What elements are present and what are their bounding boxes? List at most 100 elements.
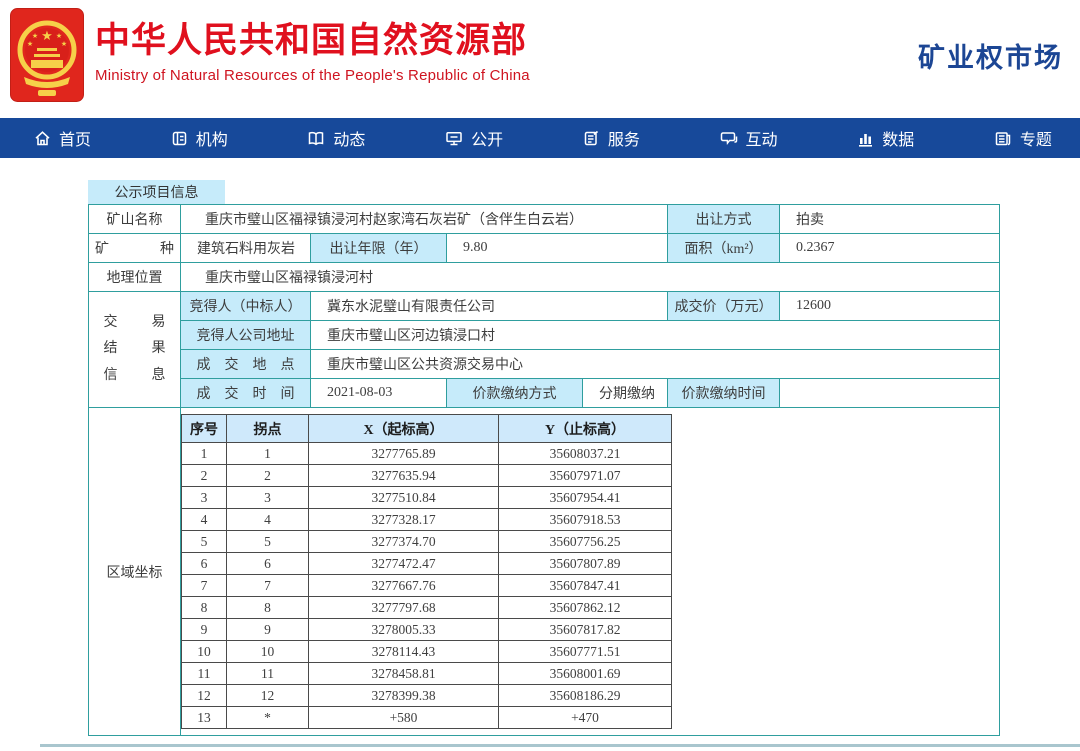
deal-place-row: 成 交 地 点 重庆市璧山区公共资源交易中心 <box>89 349 1000 379</box>
coord-header-index: 序号 <box>181 414 227 443</box>
svg-text:★: ★ <box>41 28 53 43</box>
deal-place-label-cell: 成 交 地 点 <box>180 349 311 379</box>
nav-item-interaction[interactable]: 互动 <box>720 126 778 150</box>
nav-item-label: 互动 <box>745 132 778 149</box>
service-clipboard-icon <box>583 130 600 147</box>
coordinate-cell: 3277374.70 <box>308 530 499 553</box>
coordinate-cell: 12 <box>181 684 227 707</box>
coordinate-cell: +470 <box>498 706 672 729</box>
coord-header-point: 拐点 <box>226 414 309 443</box>
tab-public-project-info[interactable]: 公示项目信息 <box>88 180 225 204</box>
coordinate-cell: 8 <box>226 596 309 619</box>
area-value-cell: 0.2367 <box>779 233 1000 263</box>
location-value-cell: 重庆市璧山区福禄镇浸河村 <box>180 262 1000 292</box>
coordinate-cell: 3277765.89 <box>308 442 499 465</box>
nav-item-data[interactable]: 数据 <box>857 126 914 150</box>
coordinate-cell: 35607918.53 <box>498 508 672 531</box>
transfer-years-value-cell: 9.80 <box>446 233 668 263</box>
org-title-en: Ministry of Natural Resources of the Peo… <box>95 67 530 84</box>
coordinate-cell: 35607862.12 <box>498 596 672 619</box>
nav-item-label: 服务 <box>607 132 640 149</box>
coordinate-cell: 35607817.82 <box>498 618 672 641</box>
payment-method-value-cell: 分期缴纳 <box>582 378 668 408</box>
coordinate-cell: 6 <box>181 552 227 575</box>
coordinate-cell: 11 <box>181 662 227 685</box>
coordinate-cell: 5 <box>226 530 309 553</box>
site-section-title: 矿业权市场 <box>918 43 1063 73</box>
coordinate-cell: 35607971.07 <box>498 464 672 487</box>
coordinate-cell: 4 <box>226 508 309 531</box>
mine-name-label-cell: 矿山名称 <box>88 204 181 234</box>
coordinates-header-row: 序号 拐点 X（起标高） Y（止标高） <box>181 414 672 443</box>
content: 公示项目信息 矿山名称 重庆市璧山区福禄镇浸河村赵家湾石灰岩矿（含伴生白云岩） … <box>88 180 1000 736</box>
mine-name-row: 矿山名称 重庆市璧山区福禄镇浸河村赵家湾石灰岩矿（含伴生白云岩） 出让方式 拍卖 <box>88 204 1000 234</box>
coordinate-cell: 11 <box>226 662 309 685</box>
svg-text:★: ★ <box>32 32 38 40</box>
location-row: 地理位置 重庆市璧山区福禄镇浸河村 <box>88 262 1000 292</box>
coord-header-x: X（起标高） <box>308 414 499 443</box>
coordinates-section-cell: 区域坐标 <box>88 407 181 736</box>
org-title-cn: 中华人民共和国自然资源部 <box>95 21 528 60</box>
svg-text:★: ★ <box>61 40 67 48</box>
coord-header-y: Y（止标高） <box>498 414 672 443</box>
nav-item-disclosure[interactable]: 公开 <box>445 126 503 150</box>
mine-name-value-cell: 重庆市璧山区福禄镇浸河村赵家湾石灰岩矿（含伴生白云岩） <box>180 204 668 234</box>
mineral-row: 矿 种 建筑石料用灰岩 出让年限（年） 9.80 面积（km²） 0.2367 <box>88 233 1000 263</box>
coordinate-cell: 9 <box>226 618 309 641</box>
coordinate-row: 7 7 3277667.76 35607847.41 <box>181 574 672 597</box>
mineral-value-cell: 建筑石料用灰岩 <box>180 233 311 263</box>
coordinate-cell: 3277510.84 <box>308 486 499 509</box>
main-nav: 首页 机构 动态 公开 服务 互动 数据 专题 <box>0 118 1080 158</box>
mineral-label-cell: 矿 种 <box>88 233 181 263</box>
winner-address-value-cell: 重庆市璧山区河边镇浸口村 <box>310 320 1000 350</box>
payment-time-label-cell: 价款缴纳时间 <box>667 378 780 408</box>
nav-item-organization[interactable]: 机构 <box>171 126 228 150</box>
coordinate-cell: 7 <box>181 574 227 597</box>
org-titles: 中华人民共和国自然资源部 Ministry of Natural Resourc… <box>95 20 530 84</box>
transfer-mode-label-cell: 出让方式 <box>667 204 780 234</box>
coordinate-row: 12 12 3278399.38 35608186.29 <box>181 684 672 707</box>
location-label-cell: 地理位置 <box>88 262 181 292</box>
coordinate-cell: 35608037.21 <box>498 442 672 465</box>
coordinate-cell: 3278458.81 <box>308 662 499 685</box>
transaction-section-cell: 交 易 结 果 信 息 <box>88 291 181 408</box>
coordinate-cell: 10 <box>226 640 309 663</box>
coordinate-row: 6 6 3277472.47 35607807.89 <box>181 552 672 575</box>
coordinate-cell: 12 <box>226 684 309 707</box>
coordinate-cell: 35607807.89 <box>498 552 672 575</box>
deal-time-value-cell: 2021-08-03 <box>310 378 447 408</box>
coordinates-host-cell: 序号 拐点 X（起标高） Y（止标高） 1 1 3277765.89 35608037… <box>180 407 1000 736</box>
coordinate-cell: 3277328.17 <box>308 508 499 531</box>
nav-item-news[interactable]: 动态 <box>307 126 365 150</box>
coordinate-row: 11 11 3278458.81 35608001.69 <box>181 662 672 685</box>
coordinate-row: 1 1 3277765.89 35608037.21 <box>181 442 672 465</box>
bottom-divider <box>40 744 1080 747</box>
coordinate-cell: * <box>226 706 309 729</box>
coordinate-row: 4 4 3277328.17 35607918.53 <box>181 508 672 531</box>
coordinate-cell: 35608001.69 <box>498 662 672 685</box>
coordinate-cell: 6 <box>226 552 309 575</box>
nav-item-home[interactable]: 首页 <box>34 126 91 150</box>
nav-item-service[interactable]: 服务 <box>583 126 640 150</box>
interaction-chat-icon <box>720 130 738 147</box>
nav-item-topics[interactable]: 专题 <box>994 126 1052 150</box>
coordinate-row: 3 3 3277510.84 35607954.41 <box>181 486 672 509</box>
national-emblem-icon: ★ ★ ★ ★ ★ <box>10 8 84 102</box>
deal-time-label-cell: 成 交 时 间 <box>180 378 311 408</box>
coordinate-cell: 3277635.94 <box>308 464 499 487</box>
coordinate-cell: 1 <box>226 442 309 465</box>
coordinate-cell: 35607756.25 <box>498 530 672 553</box>
coordinate-row: 13 * +580 +470 <box>181 706 672 729</box>
organization-icon <box>171 130 188 147</box>
coordinate-cell: 35607847.41 <box>498 574 672 597</box>
coordinate-cell: 3 <box>226 486 309 509</box>
coordinate-cell: 3277797.68 <box>308 596 499 619</box>
coordinate-cell: 3 <box>181 486 227 509</box>
price-value-cell: 12600 <box>779 291 1000 321</box>
winner-value-cell: 冀东水泥璧山有限责任公司 <box>310 291 668 321</box>
payment-method-label-cell: 价款缴纳方式 <box>446 378 583 408</box>
coordinate-cell: 35607954.41 <box>498 486 672 509</box>
coordinate-cell: 9 <box>181 618 227 641</box>
coordinate-cell: 5 <box>181 530 227 553</box>
